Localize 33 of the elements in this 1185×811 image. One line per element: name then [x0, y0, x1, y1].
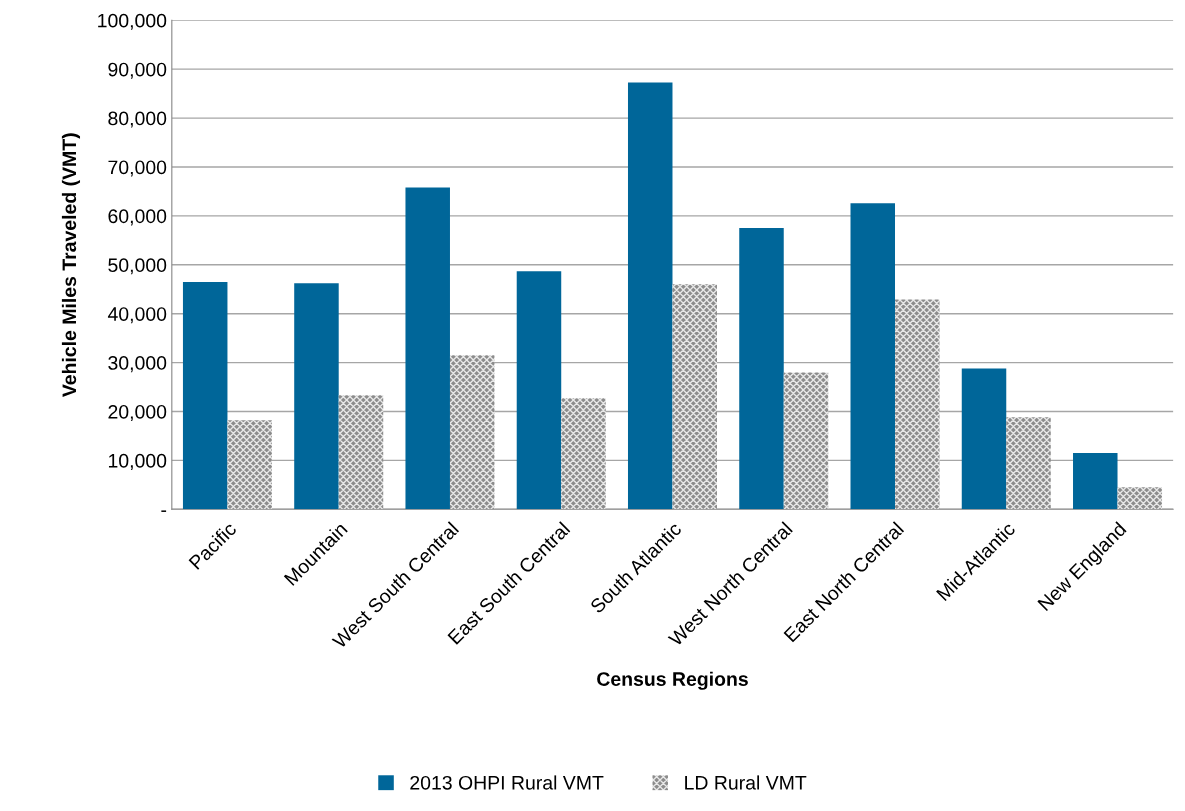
bar: [1073, 453, 1118, 510]
legend-label: LD Rural VMT: [685, 775, 807, 790]
bar: [405, 187, 450, 510]
bar: [294, 283, 339, 510]
y-tick-label: 90,000: [108, 62, 167, 79]
bar: [449, 355, 495, 510]
y-tick-label: 60,000: [108, 209, 167, 226]
y-tick-label: 70,000: [108, 160, 167, 177]
bar: [961, 368, 1007, 510]
bar: [783, 372, 829, 510]
y-tick-label: 20,000: [108, 404, 167, 422]
y-tick-label: 30,000: [108, 356, 167, 373]
bar: [516, 271, 562, 510]
bar: [850, 203, 895, 510]
x-axis-title: Census Regions: [597, 671, 748, 690]
y-tick-label: 10,000: [108, 453, 167, 470]
bar: [1117, 487, 1163, 510]
y-tick-label: -: [161, 510, 167, 512]
y-tick-label: 100,000: [98, 13, 167, 30]
bar: [561, 398, 606, 510]
bar: [338, 395, 384, 510]
bar: [227, 420, 272, 510]
bar: [1006, 417, 1051, 510]
bar: [182, 281, 228, 510]
y-axis-title: Vehicle Miles Traveled (VMT): [61, 133, 81, 398]
y-tick-label: 80,000: [108, 111, 167, 128]
bar: [627, 82, 673, 510]
y-tick-label: 50,000: [108, 258, 167, 275]
bar: [739, 228, 784, 510]
bar: [895, 299, 940, 510]
bar: [672, 284, 717, 510]
y-tick-label: 40,000: [107, 307, 167, 324]
legend-label: 2013 OHPI Rural VMT: [410, 775, 604, 790]
